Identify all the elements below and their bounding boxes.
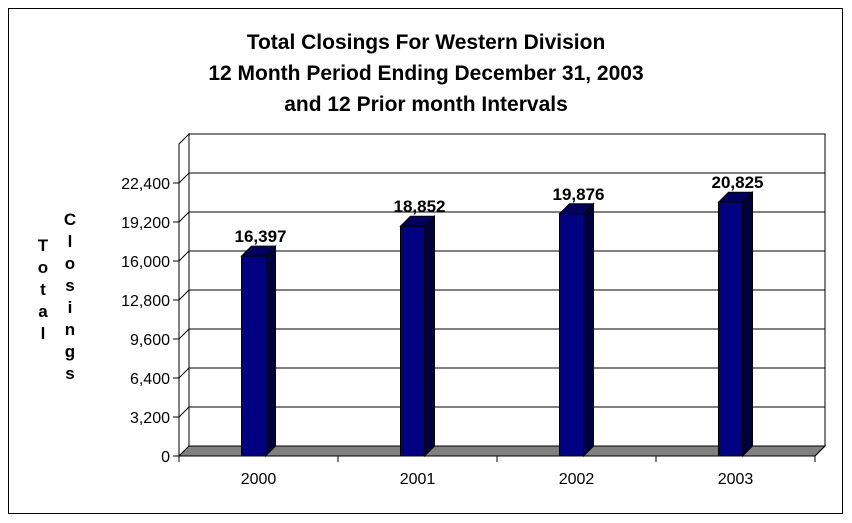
y-tick-label: 19,200 [121,215,170,232]
gridline-side [178,406,190,418]
title-line-2: 12 Month Period Ending December 31, 2003 [208,62,644,85]
gridline-side [178,328,190,340]
y-axis-label-letter: o [64,254,76,273]
bar-2000 [240,244,277,458]
y-tick-label: 3,200 [130,410,170,427]
y-tick-label: 16,000 [121,254,170,271]
y-axis-label-letter: t [40,280,46,299]
x-tick-label: 2002 [559,471,595,488]
y-axis-label-letter: C [63,210,77,229]
data-label: 18,852 [394,197,446,216]
bar-2001 [399,215,436,458]
y-axis-label-letter: o [37,258,49,277]
x-tick-label: 2001 [400,471,436,488]
y-axis-label-letter: l [67,232,73,251]
gridline-side [178,211,190,223]
bar-2003 [717,190,754,458]
data-label: 20,825 [712,173,764,192]
gridline-side [178,367,190,379]
y-tick-label: 22,400 [121,176,170,193]
gridline-side [178,250,190,262]
chart-title: Total Closings For Western Division 12 M… [0,27,852,120]
bar-2002 [558,202,595,458]
y-tick-label: 6,400 [130,371,170,388]
bar-front [241,255,266,457]
bar-side [424,215,435,458]
x-tick-label: 2000 [241,471,277,488]
y-axis-label-letter: i [67,298,73,317]
bar-front [718,201,743,457]
bar-front [400,225,425,457]
bar-side [265,244,276,458]
y-axis-label-letter: n [64,320,76,339]
bar-front [559,213,584,457]
floor-edge [814,445,826,457]
y-axis-label-letter: l [40,324,46,343]
y-tick-label: 9,600 [130,332,170,349]
y-tick-label: 0 [161,449,170,466]
y-axis-label-letter: a [38,302,48,321]
y-tick-label: 12,800 [121,293,170,310]
data-label: 19,876 [553,185,605,204]
bar-side [583,202,594,458]
gridline-side [178,289,190,301]
y-axis-label-letter: T [37,236,49,255]
title-line-3: and 12 Prior month Intervals [284,93,568,116]
y-axis-label-letter: g [64,342,76,361]
x-tick-label: 2003 [718,471,754,488]
gridline-side [178,172,190,184]
bar-side [742,190,753,458]
title-line-1: Total Closings For Western Division [246,31,606,54]
y-axis-label-letter: s [65,276,75,295]
data-label: 16,397 [235,227,287,246]
y-axis-label-letter: s [65,364,75,383]
